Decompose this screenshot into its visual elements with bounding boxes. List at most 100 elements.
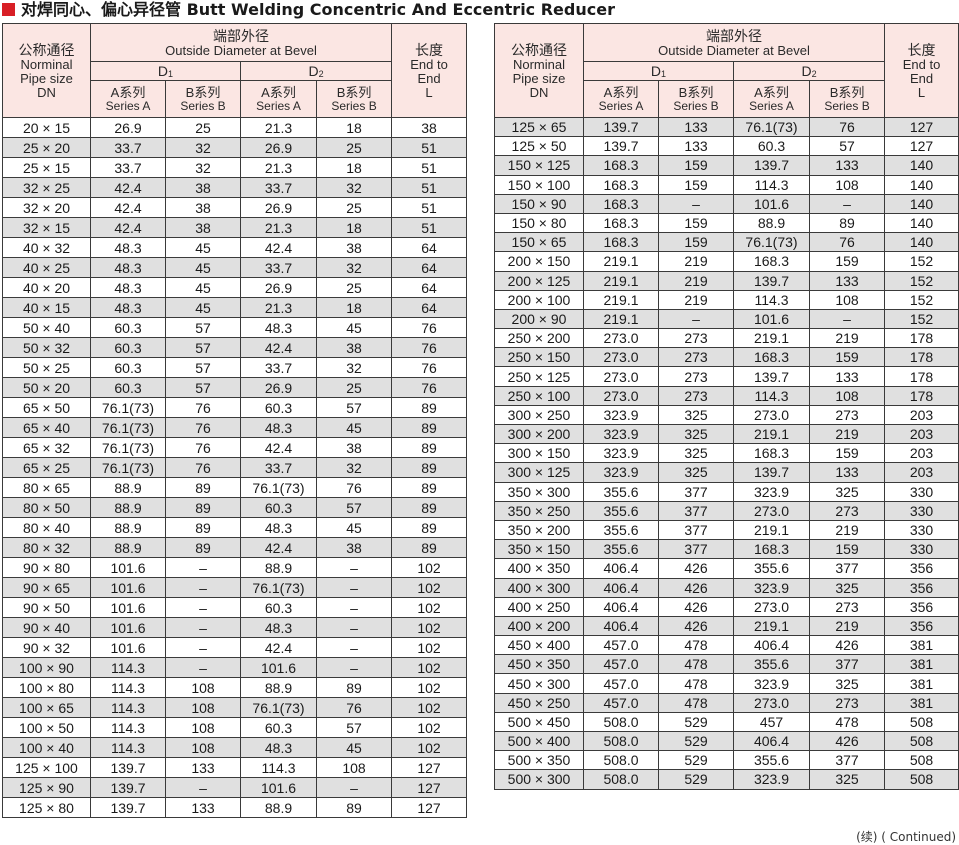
d1-series-b-cell: 377 (658, 539, 734, 560)
d1-series-a-cell: 88.9 (90, 497, 166, 518)
d1-series-b-cell: 89 (165, 497, 241, 518)
table-row: 25 × 20 33.7 32 26.9 25 51 (2, 137, 468, 158)
d1-series-a-cell: 76.1(73) (90, 417, 166, 438)
length-cell: 127 (884, 116, 959, 138)
length-cell: 51 (391, 217, 468, 238)
length-cell: 152 (884, 289, 959, 310)
d1-series-b-cell: 529 (658, 730, 734, 752)
d1-series-b-cell: 57 (165, 317, 241, 338)
length-cell: 203 (884, 443, 959, 464)
dn-cell: 100 × 90 (2, 657, 91, 678)
table-row: 65 × 50 76.1(73) 76 60.3 57 89 (2, 397, 468, 418)
d2-series-a-cell: 48.3 (240, 517, 317, 538)
nominal-en2: Pipe size (20, 70, 73, 86)
length-cell: 330 (884, 539, 959, 560)
dn-cell: 32 × 20 (2, 197, 91, 218)
dn-cell: 400 × 300 (494, 577, 584, 598)
d1-series-a-cell: 139.7 (90, 777, 166, 798)
table-row: 300 × 125 323.9 325 139.7 133 203 (494, 462, 959, 483)
d2-series-a-cell: 42.4 (240, 537, 317, 558)
d2-series-a-cell: 139.7 (733, 366, 810, 387)
length-cell: 330 (884, 500, 959, 521)
d2-series-b-cell: 478 (808, 711, 886, 733)
d2-series-a-cell: 42.4 (240, 237, 317, 258)
length-cell: 356 (884, 577, 959, 598)
d2-series-b-cell: 25 (315, 197, 393, 218)
table-row: 90 × 32 101.6–42.4–102 (2, 637, 468, 658)
d1-series-b-cell: 76 (165, 437, 241, 458)
table-row: 150 × 80 168.3 159 88.9 89 140 (494, 212, 959, 234)
d2-series-a-cell: 273.0 (733, 500, 810, 521)
d2-series-b-cell: 45 (315, 517, 393, 538)
d2-series-a-cell: 323.9 (733, 481, 810, 502)
table-row: 450 × 350 457.0 478 355.6 377 381 (494, 654, 959, 675)
d1-series-a-cell: 219.1 (583, 270, 659, 291)
outside-diameter-header: 端部外径 Outside Diameter at Bevel (582, 23, 886, 62)
d1-series-a-cell: 273.0 (583, 366, 659, 387)
table-row: 100 × 80 114.3 108 88.9 89 102 (2, 677, 468, 698)
d2-series-b-cell: 159 (808, 539, 886, 560)
length-cell: 76 (391, 377, 468, 398)
dn-cell: 32 × 15 (2, 217, 91, 238)
d2-series-a-cell: 323.9 (733, 577, 810, 598)
d2-series-a-cell: 168.3 (733, 443, 810, 464)
d1-series-a-cell: 88.9 (90, 477, 166, 498)
table-row: 50 × 40 60.3 57 48.3 45 76 (2, 317, 468, 338)
d1-series-a-cell: 273.0 (583, 328, 659, 349)
d1-series-a-cell: 114.3 (90, 677, 166, 698)
table-row: 350 × 300 355.6 377 323.9 325 330 (494, 481, 959, 502)
d1-series-b-cell: 25 (165, 117, 241, 138)
d2-series-a-cell: 273.0 (733, 692, 810, 713)
d2-series-a-cell: 48.3 (240, 317, 317, 338)
table-row: 150 × 65 168.3 159 76.1(73) 76 140 (494, 232, 959, 253)
d2-series-b-cell: 159 (808, 347, 886, 368)
d2-series-a-cell: 219.1 (733, 423, 810, 445)
length-header: 长度 End to End L (391, 23, 468, 118)
length-cell: 102 (391, 597, 468, 618)
d2-series-a-cell: 114.3 (733, 174, 810, 195)
dn-cell: 50 × 40 (2, 317, 91, 338)
table-row: 400 × 250 406.4 426 273.0 273 356 (494, 596, 959, 617)
d2-series-b-cell: 108 (315, 757, 393, 778)
length-cell: 152 (884, 270, 959, 291)
d1-series-a-cell: 457.0 (583, 673, 659, 694)
d2-series-a-cell: 60.3 (240, 497, 317, 518)
dn-cell: 25 × 20 (2, 137, 91, 158)
d1-series-a-cell: 457.0 (583, 635, 659, 656)
d2-series-a-cell: 139.7 (733, 270, 810, 291)
table-row: 100 × 90 114.3–101.6–102 (2, 657, 468, 678)
d1-series-b-cell: 133 (165, 757, 241, 778)
d2-header: D2 (239, 61, 393, 81)
nominal-cn: 公称通径 (511, 41, 567, 58)
dn-cell: 40 × 25 (2, 257, 91, 278)
d2-series-b-cell: – (315, 657, 393, 678)
d1-series-a-cell: 355.6 (583, 539, 659, 560)
d1-series-b-cell: 377 (658, 500, 734, 521)
d1-series-a-cell: 101.6 (90, 557, 166, 578)
d2-series-a-cell: 33.7 (240, 457, 317, 478)
length-cell: 76 (391, 317, 468, 338)
d2-series-a-cell: 219.1 (733, 615, 810, 637)
d2-series-a-cell: 101.6 (240, 777, 317, 798)
table-row: 400 × 200 406.4 426 219.1 219 356 (494, 615, 959, 637)
table-row: 125 × 100 139.7 133 114.3 108 127 (2, 757, 468, 778)
d1-series-a-cell: 219.1 (583, 308, 659, 330)
d1-series-b-cell: 219 (658, 270, 734, 291)
d2-series-a-cell: 88.9 (733, 212, 810, 234)
d1-series-b-cell: 133 (165, 797, 241, 818)
d1-series-a-cell: 457.0 (583, 654, 659, 675)
dn-cell: 80 × 50 (2, 497, 91, 518)
table-row: 250 × 125 273.0 273 139.7 133 178 (494, 366, 959, 387)
table-row: 100 × 65 114.3 108 76.1(73) 76 102 (2, 697, 468, 718)
d2-series-b-cell: 108 (808, 385, 886, 406)
d2-series-b-cell: 32 (315, 257, 393, 278)
dn-cell: 300 × 150 (494, 443, 584, 464)
dn-cell: 450 × 400 (494, 635, 584, 656)
d2-series-a-cell: 457 (733, 711, 810, 733)
d2-series-a-cell: 101.6 (240, 657, 317, 678)
d2-series-b-cell: 219 (808, 519, 886, 541)
d2-series-b-cell: 57 (808, 136, 886, 157)
d1-series-b-cell: 478 (658, 673, 734, 694)
dn-cell: 40 × 32 (2, 237, 91, 258)
d1-header: D1 (583, 61, 734, 81)
